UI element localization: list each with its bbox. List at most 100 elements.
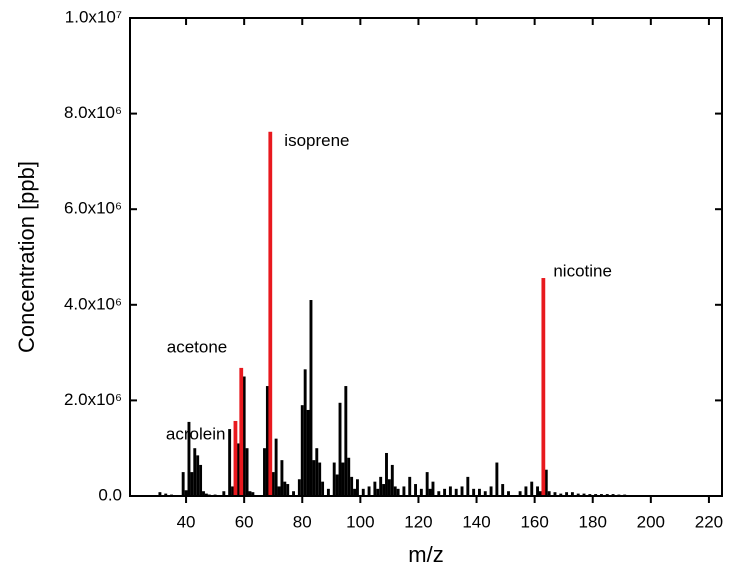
bar bbox=[309, 300, 313, 496]
bar bbox=[466, 476, 470, 496]
bar bbox=[202, 491, 205, 496]
x-tick-label: 160 bbox=[520, 512, 548, 531]
bar bbox=[265, 386, 269, 496]
bar bbox=[341, 462, 345, 496]
bar bbox=[338, 402, 342, 496]
bar bbox=[414, 484, 417, 496]
y-tick-label: 1.0x10⁷ bbox=[65, 7, 122, 26]
bar bbox=[419, 488, 423, 496]
bar bbox=[277, 486, 281, 496]
bar bbox=[242, 376, 246, 496]
bar bbox=[390, 464, 394, 496]
bar bbox=[204, 493, 208, 496]
bar bbox=[326, 488, 330, 496]
bar bbox=[460, 486, 464, 496]
bar bbox=[483, 491, 487, 496]
bar bbox=[190, 472, 194, 496]
bar bbox=[158, 492, 162, 496]
x-tick-label: 100 bbox=[346, 512, 374, 531]
bar bbox=[518, 491, 522, 496]
y-tick-label: 2.0x10⁶ bbox=[64, 390, 122, 409]
bar bbox=[472, 488, 476, 496]
bar bbox=[553, 492, 557, 496]
bar bbox=[251, 492, 255, 496]
x-tick-label: 80 bbox=[293, 512, 312, 531]
bar bbox=[196, 455, 200, 496]
bar bbox=[367, 486, 371, 496]
bar bbox=[286, 484, 290, 496]
bar bbox=[181, 472, 185, 496]
bar bbox=[489, 486, 493, 496]
x-tick-label: 220 bbox=[695, 512, 723, 531]
bar bbox=[437, 491, 441, 496]
bar bbox=[297, 479, 301, 496]
bar bbox=[222, 491, 226, 496]
bar bbox=[495, 462, 499, 496]
bar bbox=[236, 443, 240, 496]
bar bbox=[353, 488, 356, 496]
bar bbox=[274, 438, 278, 496]
bar bbox=[565, 492, 569, 496]
bar bbox=[454, 488, 458, 496]
bar bbox=[387, 479, 391, 496]
bar bbox=[300, 405, 304, 496]
bar bbox=[245, 448, 249, 496]
bar bbox=[268, 131, 273, 496]
bar bbox=[303, 369, 307, 496]
y-tick-label: 6.0x10⁶ bbox=[64, 199, 122, 218]
bar bbox=[361, 488, 365, 496]
bar bbox=[547, 491, 551, 496]
x-tick-label: 60 bbox=[235, 512, 254, 531]
bar bbox=[283, 481, 287, 496]
bar bbox=[233, 420, 238, 496]
bar bbox=[164, 493, 168, 496]
bar bbox=[425, 472, 429, 496]
bar bbox=[544, 469, 548, 496]
bar bbox=[312, 460, 316, 496]
x-tick-label: 120 bbox=[404, 512, 432, 531]
bar bbox=[228, 429, 232, 496]
y-tick-label: 8.0x10⁶ bbox=[64, 103, 122, 122]
annotation: isoprene bbox=[284, 131, 349, 150]
y-tick-label: 0.0 bbox=[98, 485, 122, 504]
bar bbox=[507, 491, 510, 496]
bar bbox=[231, 486, 234, 496]
annotation: acetone bbox=[167, 337, 228, 356]
bar bbox=[524, 486, 528, 496]
bar bbox=[379, 476, 383, 496]
bar bbox=[292, 491, 295, 496]
bar bbox=[373, 481, 377, 496]
bar bbox=[263, 448, 266, 496]
bar bbox=[582, 493, 586, 496]
bar bbox=[187, 421, 191, 496]
bar bbox=[332, 462, 336, 496]
bar bbox=[350, 476, 354, 496]
bar bbox=[321, 481, 325, 496]
bar bbox=[193, 448, 197, 496]
bar bbox=[431, 481, 435, 496]
x-axis-title: m/z bbox=[408, 542, 443, 567]
bar bbox=[306, 409, 310, 496]
bar bbox=[530, 481, 534, 496]
bar bbox=[402, 486, 406, 496]
bar bbox=[385, 452, 388, 496]
bar bbox=[271, 472, 275, 496]
bar bbox=[239, 367, 244, 496]
bar bbox=[538, 491, 542, 496]
bar bbox=[248, 491, 252, 496]
bar bbox=[344, 386, 348, 496]
bar bbox=[541, 278, 546, 496]
plot-frame bbox=[129, 17, 723, 497]
bar bbox=[443, 488, 447, 496]
bar bbox=[355, 479, 359, 496]
bar bbox=[477, 488, 481, 496]
bar bbox=[393, 486, 397, 496]
bar bbox=[396, 488, 400, 496]
bar bbox=[501, 484, 505, 496]
bar bbox=[536, 486, 539, 496]
bar bbox=[576, 493, 580, 496]
bar bbox=[315, 448, 319, 496]
bar bbox=[559, 493, 563, 496]
x-tick-label: 40 bbox=[177, 512, 196, 531]
bar bbox=[408, 476, 412, 496]
